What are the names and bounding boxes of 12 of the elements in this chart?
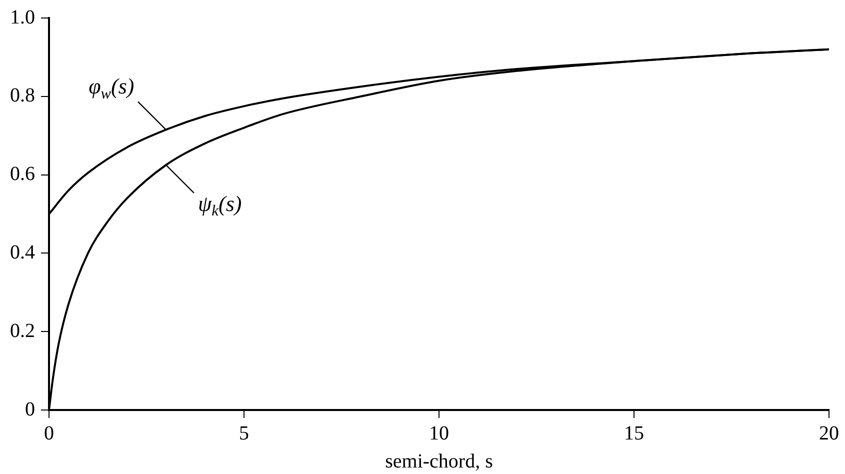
y-tick-label: 0	[25, 398, 35, 420]
y-tick-label: 0.2	[10, 320, 35, 342]
y-tick-label: 0.4	[10, 241, 35, 264]
x-tick-label: 0	[44, 422, 54, 444]
x-tick-label: 15	[624, 422, 644, 444]
y-tick-label: 1.0	[10, 6, 35, 28]
x-tick-label: 20	[819, 422, 839, 444]
y-tick-label: 0.8	[10, 84, 35, 107]
x-tick-label: 10	[429, 422, 449, 444]
x-tick-label: 5	[239, 422, 249, 444]
x-axis-title: semi-chord, s	[385, 450, 494, 472]
y-tick-label: 0.6	[10, 163, 35, 186]
